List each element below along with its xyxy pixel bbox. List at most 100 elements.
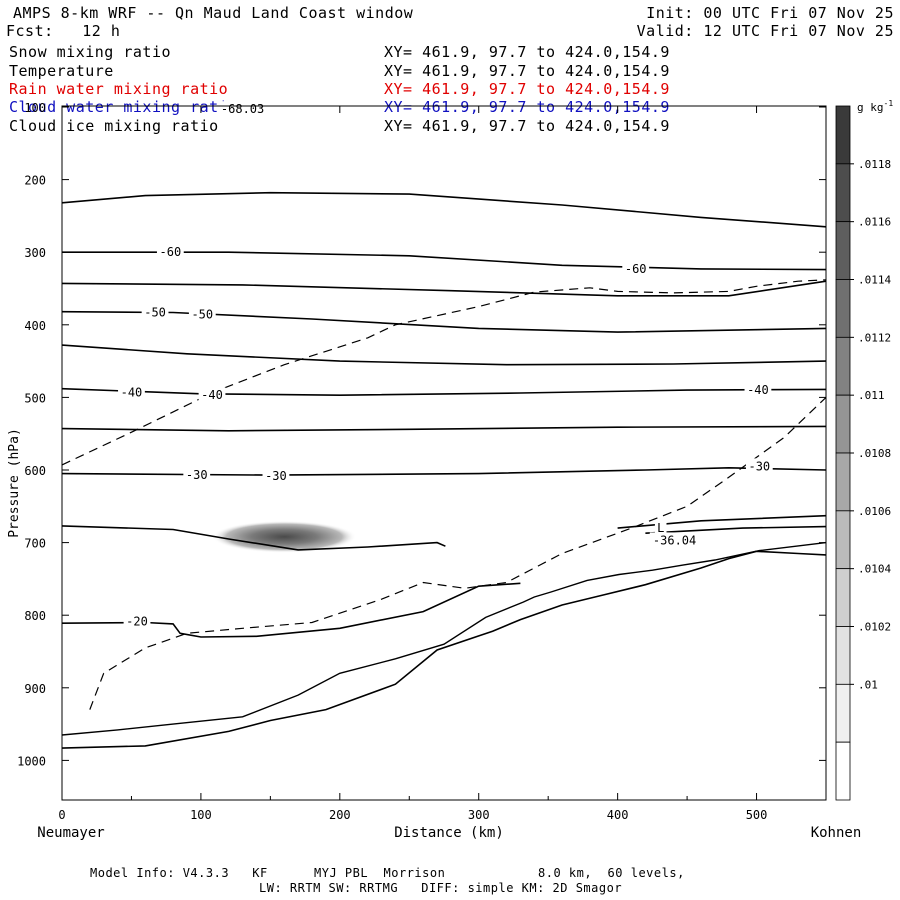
- valid-time: Valid: 12 UTC Fri 07 Nov 25: [636, 22, 894, 40]
- y-tick-label-6: 700: [24, 537, 46, 551]
- y-tick-label-5: 600: [24, 464, 46, 478]
- y-tick-label-9: 1000: [17, 754, 46, 768]
- colorbar-swatch-11: [835, 741, 851, 801]
- contour-label-bg-10: [745, 458, 773, 473]
- x-left-station-label: Neumayer: [37, 825, 104, 841]
- contour-label-bg-0: [217, 101, 268, 116]
- colorbar-swatch-9: [835, 626, 851, 685]
- colorbar-tick-label-1: .0116: [858, 216, 891, 229]
- colorbar-swatch-0: [835, 105, 851, 165]
- footer-model-info: Model Info: V4.3.3 KF MYJ PBL Morrison 8…: [90, 866, 685, 880]
- colorbar-swatch-8: [835, 568, 851, 627]
- field-xy-cloud-ice: XY= 461.9, 97.7 to 424.0,154.9: [384, 117, 670, 135]
- contour-label-bg-7: [744, 382, 772, 397]
- colorbar-tick-label-7: .0104: [858, 563, 891, 576]
- temperature-contour-2: [61, 280, 827, 297]
- contour-label-bg-9: [262, 467, 290, 482]
- colorbar-swatch-2: [835, 221, 851, 280]
- y-tick-label-3: 400: [24, 319, 46, 333]
- contour-label-12: L: [657, 521, 664, 535]
- forecast-hour: Fcst: 12 h: [6, 22, 121, 40]
- temperature-contour-7: [61, 466, 827, 476]
- field-label-rain: Rain water mixing ratio: [9, 80, 229, 98]
- x-axis-label: Distance (km): [394, 825, 504, 841]
- contour-label-0: -68.03: [221, 102, 264, 116]
- temperature-contour-5: [61, 387, 827, 397]
- field-label-snow: Snow mixing ratio: [9, 43, 172, 61]
- chart-title: AMPS 8-km WRF -- Qn Maud Land Coast wind…: [13, 4, 414, 22]
- colorbar-tick-label-2: .0114: [858, 274, 891, 287]
- temperature-contour-0: [61, 191, 827, 228]
- dashed-contour-upper: [61, 279, 827, 466]
- contour-label-10: -30: [748, 459, 770, 473]
- colorbar-tick-label-9: .01: [858, 678, 878, 691]
- colorbar-swatch-3: [835, 279, 851, 338]
- colorbar-tick-label-3: .0112: [858, 331, 891, 344]
- x-right-station-label: Kohnen: [811, 825, 862, 841]
- field-xy-rain: XY= 461.9, 97.7 to 424.0,154.9: [384, 80, 670, 98]
- y-axis-label: Pressure (hPa): [7, 428, 22, 538]
- x-tick-label-4: 400: [607, 808, 629, 822]
- init-time: Init: 00 UTC Fri 07 Nov 25: [646, 4, 894, 22]
- dashed-contour-lower: [89, 396, 827, 710]
- contour-label-bg-3: [141, 304, 169, 319]
- temperature-contour-1: [62, 251, 827, 271]
- y-tick-label-1: 200: [24, 174, 46, 188]
- contour-label-3: -50: [144, 305, 166, 319]
- contour-label-bg-8: [183, 467, 211, 482]
- terrain-line-upper: [61, 541, 827, 736]
- colorbar-tick-label-6: .0106: [858, 505, 891, 518]
- colorbar-unit: g kg-1: [857, 99, 893, 114]
- colorbar-swatch-5: [835, 394, 851, 454]
- colorbar-swatch-10: [835, 683, 851, 743]
- contour-label-13: -36.04: [653, 533, 696, 547]
- x-tick-label-1: 100: [190, 808, 212, 822]
- contour-label-1: -60: [160, 245, 182, 259]
- y-tick-label-0: 100: [24, 101, 46, 115]
- contour-label-bg-1: [156, 244, 184, 259]
- temperature-contour-10: [617, 514, 827, 529]
- contour-label-bg-6: [198, 387, 226, 402]
- temperature-contour-8: [61, 525, 446, 551]
- x-tick-label-2: 200: [329, 808, 351, 822]
- plot-frame: [61, 105, 827, 801]
- contour-label-bg-13: [649, 532, 700, 547]
- colorbar-swatch-4: [835, 336, 851, 396]
- y-tick-label-2: 300: [24, 246, 46, 260]
- colorbar-swatch-7: [835, 510, 851, 570]
- contour-label-bg-4: [188, 306, 216, 321]
- contour-label-8: -30: [186, 468, 208, 482]
- x-tick-label-3: 300: [468, 808, 490, 822]
- field-xy-temperature: XY= 461.9, 97.7 to 424.0,154.9: [384, 62, 670, 80]
- contour-label-7: -40: [747, 383, 769, 397]
- contour-label-bg-5: [118, 384, 145, 399]
- temperature-contour-4: [61, 344, 827, 366]
- y-tick-label-4: 500: [24, 391, 46, 405]
- colorbar-tick-label-5: .0108: [858, 447, 891, 460]
- contour-label-6: -40: [201, 388, 223, 402]
- colorbar-tick-label-4: .011: [858, 389, 885, 402]
- contour-label-4: -50: [191, 308, 213, 322]
- field-label-cloud-ice: Cloud ice mixing ratio: [9, 117, 219, 135]
- contour-label-2: -60: [625, 262, 647, 276]
- colorbar-swatch-6: [835, 452, 851, 512]
- field-label-temperature: Temperature: [9, 62, 114, 80]
- colorbar-tick-label-8: .0102: [858, 621, 891, 634]
- y-tick-label-8: 900: [24, 682, 46, 696]
- temperature-contour-9: [61, 582, 521, 638]
- field-xy-snow: XY= 461.9, 97.7 to 424.0,154.9: [384, 43, 670, 61]
- field-label-cloud-water: Cloud water mixing ratio: [9, 98, 238, 116]
- x-tick-label-5: 500: [746, 808, 768, 822]
- y-tick-label-7: 800: [24, 609, 46, 623]
- terrain-line: [61, 550, 827, 749]
- contour-label-5: -40: [121, 385, 143, 399]
- temperature-contour-11: [645, 525, 827, 534]
- colorbar-tick-label-0: .0118: [858, 158, 891, 171]
- x-tick-label-0: 0: [58, 808, 65, 822]
- contour-label-bg-11: [123, 613, 151, 628]
- temperature-contour-6: [61, 425, 827, 432]
- colorbar-swatch-1: [835, 163, 851, 223]
- field-xy-cloud-water: XY= 461.9, 97.7 to 424.0,154.9: [384, 98, 670, 116]
- cloud-mixing-ratio-shading: [212, 520, 357, 553]
